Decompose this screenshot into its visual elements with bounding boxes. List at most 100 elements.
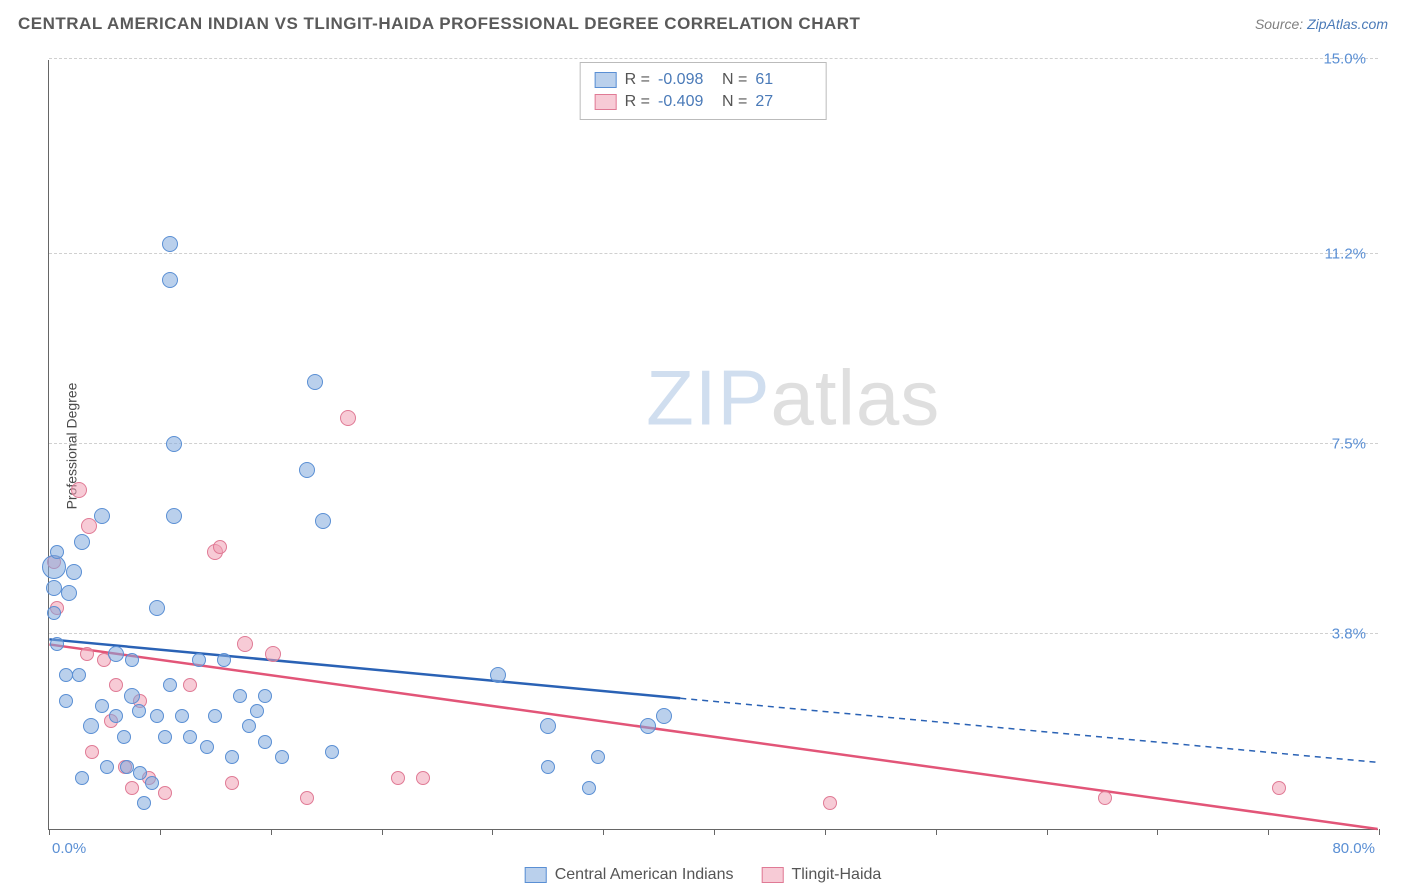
r-value-pink: -0.409 <box>658 93 714 111</box>
x-tick <box>160 829 161 835</box>
scatter-point <box>183 730 197 744</box>
r-value-blue: -0.098 <box>658 71 714 89</box>
scatter-point <box>145 776 159 790</box>
scatter-point <box>1098 791 1112 805</box>
x-tick <box>382 829 383 835</box>
x-tick <box>936 829 937 835</box>
legend-label-pink: Tlingit-Haida <box>791 866 881 884</box>
scatter-point <box>47 606 61 620</box>
x-tick <box>271 829 272 835</box>
x-tick <box>492 829 493 835</box>
scatter-point <box>137 796 151 810</box>
gridline <box>49 443 1378 444</box>
scatter-point <box>175 709 189 723</box>
scatter-point <box>50 545 64 559</box>
scatter-point <box>307 374 323 390</box>
scatter-point <box>541 760 555 774</box>
watermark-zip: ZIP <box>646 354 770 442</box>
scatter-point <box>166 508 182 524</box>
scatter-point <box>125 781 139 795</box>
scatter-point <box>95 699 109 713</box>
scatter-point <box>117 730 131 744</box>
scatter-point <box>80 647 94 661</box>
x-tick <box>1047 829 1048 835</box>
scatter-point <box>75 771 89 785</box>
chart-title: CENTRAL AMERICAN INDIAN VS TLINGIT-HAIDA… <box>18 14 860 34</box>
x-tick <box>1268 829 1269 835</box>
scatter-point <box>50 637 64 651</box>
scatter-point <box>217 653 231 667</box>
scatter-point <box>109 678 123 692</box>
x-min-label: 0.0% <box>52 840 86 857</box>
scatter-point <box>225 776 239 790</box>
x-max-label: 80.0% <box>1332 840 1375 857</box>
x-tick <box>1157 829 1158 835</box>
scatter-point <box>325 745 339 759</box>
legend-stats-row-blue: R = -0.098 N = 61 <box>595 69 812 91</box>
scatter-point <box>71 482 87 498</box>
scatter-point <box>200 740 214 754</box>
source-link[interactable]: ZipAtlas.com <box>1307 16 1388 32</box>
scatter-point <box>163 678 177 692</box>
scatter-point <box>258 735 272 749</box>
scatter-point <box>1272 781 1286 795</box>
scatter-point <box>133 766 147 780</box>
x-tick <box>603 829 604 835</box>
n-label: N = <box>722 93 747 111</box>
scatter-point <box>149 600 165 616</box>
legend-item-pink: Tlingit-Haida <box>761 866 881 884</box>
scatter-point <box>237 636 253 652</box>
scatter-point <box>162 236 178 252</box>
trend-lines <box>49 60 1378 829</box>
chart-header: CENTRAL AMERICAN INDIAN VS TLINGIT-HAIDA… <box>0 0 1406 48</box>
swatch-pink-icon <box>595 94 617 110</box>
y-tick-label: 11.2% <box>1325 246 1366 263</box>
swatch-blue-icon <box>525 867 547 883</box>
r-label: R = <box>625 71 650 89</box>
scatter-point <box>83 718 99 734</box>
swatch-pink-icon <box>761 867 783 883</box>
scatter-point <box>85 745 99 759</box>
scatter-point <box>150 709 164 723</box>
scatter-point <box>132 704 146 718</box>
legend-item-blue: Central American Indians <box>525 866 734 884</box>
legend-stats: R = -0.098 N = 61 R = -0.409 N = 27 <box>580 62 827 120</box>
scatter-point <box>183 678 197 692</box>
scatter-point <box>225 750 239 764</box>
scatter-point <box>299 462 315 478</box>
scatter-point <box>242 719 256 733</box>
scatter-point <box>158 730 172 744</box>
scatter-point <box>823 796 837 810</box>
scatter-point <box>109 709 123 723</box>
scatter-point <box>61 585 77 601</box>
legend-series: Central American Indians Tlingit-Haida <box>525 866 882 884</box>
scatter-point <box>59 668 73 682</box>
scatter-point <box>213 540 227 554</box>
x-tick <box>1379 829 1380 835</box>
y-tick-label: 7.5% <box>1332 436 1366 453</box>
plot-area: ZIPatlas 3.8%7.5%11.2%15.0%0.0%80.0% <box>48 60 1378 830</box>
r-label: R = <box>625 93 650 111</box>
scatter-point <box>656 708 672 724</box>
source-prefix: Source: <box>1255 16 1307 32</box>
scatter-point <box>490 667 506 683</box>
scatter-point <box>46 580 62 596</box>
legend-label-blue: Central American Indians <box>555 866 734 884</box>
scatter-point <box>74 534 90 550</box>
gridline <box>49 253 1378 254</box>
scatter-point <box>591 750 605 764</box>
scatter-point <box>315 513 331 529</box>
watermark-atlas: atlas <box>771 354 941 442</box>
scatter-point <box>66 564 82 580</box>
scatter-point <box>300 791 314 805</box>
y-tick-label: 15.0% <box>1323 51 1366 68</box>
swatch-blue-icon <box>595 72 617 88</box>
scatter-point <box>125 653 139 667</box>
n-value-pink: 27 <box>755 93 811 111</box>
legend-stats-row-pink: R = -0.409 N = 27 <box>595 91 812 113</box>
watermark: ZIPatlas <box>646 353 940 444</box>
scatter-point <box>416 771 430 785</box>
gridline <box>49 58 1378 59</box>
scatter-point <box>340 410 356 426</box>
scatter-point <box>162 272 178 288</box>
